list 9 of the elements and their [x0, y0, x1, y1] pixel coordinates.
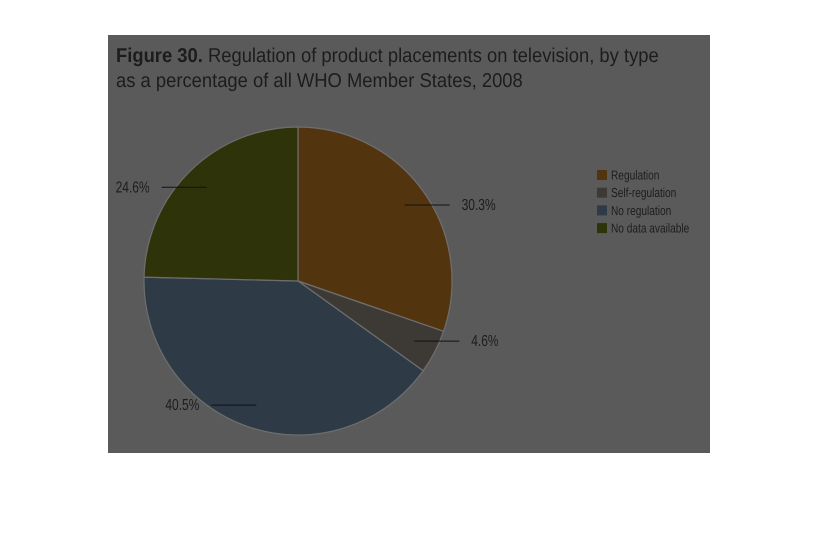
legend-label: No regulation [611, 204, 672, 218]
data-label: 30.3% [462, 195, 496, 214]
legend-label: No data available [611, 221, 690, 236]
data-label: 40.5% [165, 395, 200, 414]
data-label: 4.6% [471, 331, 499, 350]
legend-label: Regulation [611, 168, 660, 183]
data-label: 24.6% [116, 178, 150, 196]
legend-label: Self-regulation [611, 186, 676, 201]
chart-title: Figure 30. Regulation of product placements on television, by type as a percentage of all WHO Member States, 2008 [116, 45, 659, 92]
